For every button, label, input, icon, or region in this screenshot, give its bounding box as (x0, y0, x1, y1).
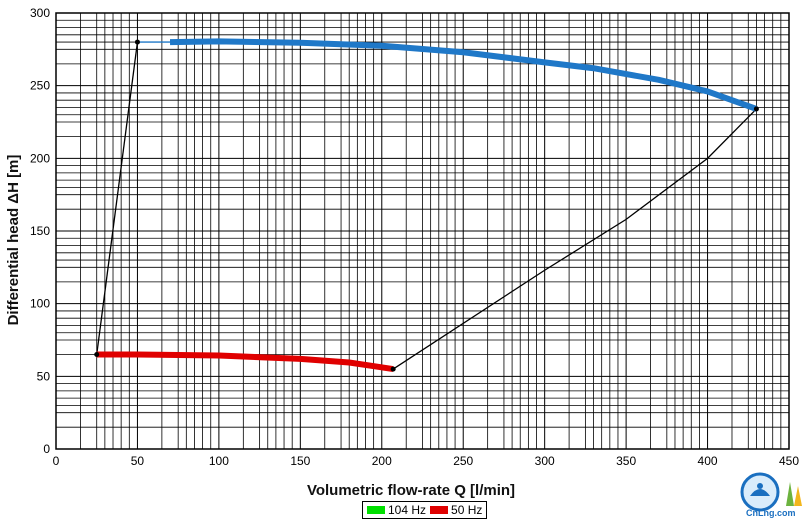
x-tick-label: 350 (616, 454, 636, 468)
series-line-104hz (169, 38, 758, 112)
plot-border (55, 12, 790, 450)
grid (55, 13, 789, 450)
x-tick-label: 100 (209, 454, 229, 468)
y-tick-label: 150 (30, 224, 50, 238)
legend-item-104hz: 104 Hz (367, 503, 426, 517)
y-tick-label: 0 (43, 442, 50, 456)
y-axis-label: Differential head ΔH [m] (5, 155, 22, 326)
y-tick-label: 300 (30, 6, 50, 20)
legend-label-104hz: 104 Hz (388, 503, 427, 517)
series-line-50hz (96, 351, 394, 373)
x-tick-label: 300 (535, 454, 555, 468)
endpoint-markers (94, 39, 759, 372)
x-tick-label: 200 (372, 454, 392, 468)
x-tick-label: 50 (131, 454, 145, 468)
x-tick-label: 150 (290, 454, 310, 468)
boundary-line (96, 41, 139, 355)
legend: 104 Hz 50 Hz (362, 501, 488, 519)
x-tick-label: 0 (53, 454, 60, 468)
x-tick-label: 450 (779, 454, 799, 468)
y-tick-label: 200 (30, 151, 50, 165)
x-axis-label: Volumetric flow-rate Q [l/min] (307, 482, 515, 499)
legend-swatch-50hz (430, 506, 449, 514)
brand-logo: CnLng.com (736, 472, 806, 522)
legend-item-50hz: 50 Hz (430, 503, 482, 517)
endpoint-marker (390, 366, 396, 372)
endpoint-marker (134, 39, 140, 45)
logo-mark-icon (740, 472, 802, 512)
y-tick-label: 50 (37, 369, 51, 383)
series-lines (96, 38, 758, 373)
x-tick-label: 250 (453, 454, 473, 468)
boundary-line (392, 108, 757, 370)
legend-swatch-104hz (367, 506, 385, 514)
logo-text: CnLng.com (746, 508, 796, 518)
y-tick-label: 100 (30, 297, 50, 311)
tick-labels: 0 50 100 150 200 250 300 350 400 450 0 50 100 150 200 2… (30, 6, 799, 468)
legend-label-50hz: 50 Hz (451, 503, 483, 517)
x-tick-label: 400 (698, 454, 718, 468)
y-tick-label: 250 (30, 79, 50, 93)
endpoint-marker (94, 352, 100, 358)
endpoint-marker (753, 106, 759, 112)
